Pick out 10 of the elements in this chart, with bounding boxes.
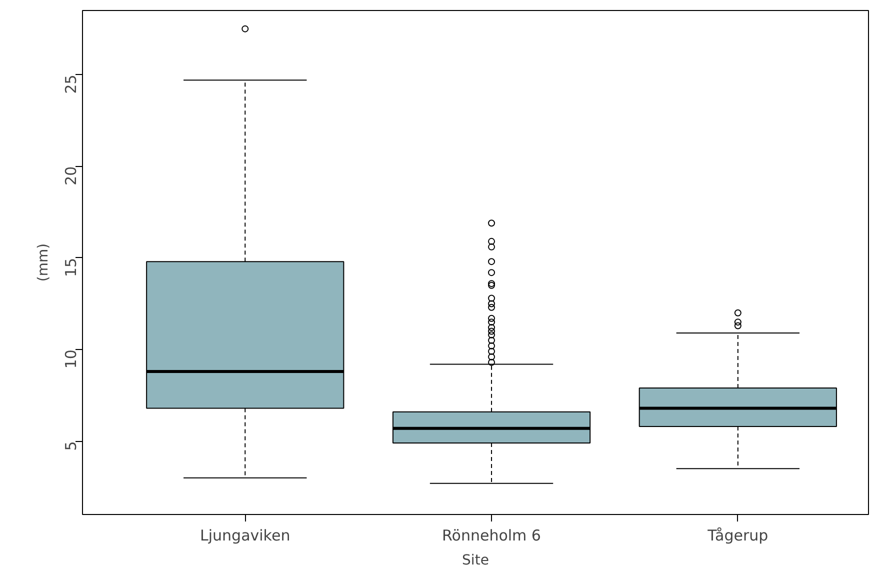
- y-tick-label: 10: [62, 350, 80, 369]
- x-tick-label: Rönneholm 6: [442, 526, 541, 544]
- y-tick-label: 5: [62, 441, 80, 451]
- y-axis-title: (mm): [36, 243, 52, 282]
- y-tick-label: 20: [62, 166, 80, 186]
- x-axis-title: Site: [462, 552, 489, 568]
- x-tick-label: Ljungaviken: [200, 526, 290, 544]
- y-tick-label: 15: [62, 258, 80, 278]
- y-tick-label: 25: [62, 74, 80, 94]
- x-tick-label: Tågerup: [706, 526, 768, 544]
